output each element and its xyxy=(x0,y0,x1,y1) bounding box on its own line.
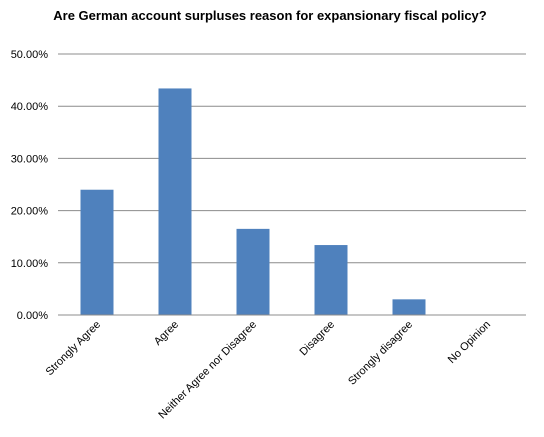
x-category-label: No Opinion xyxy=(446,319,493,366)
chart-title: Are German account surpluses reason for … xyxy=(53,8,487,23)
bar-disagree xyxy=(314,245,348,315)
x-category-label: Strongly Agree xyxy=(44,319,104,379)
y-tick-label: 40.00% xyxy=(11,101,49,113)
y-tick-label: 50.00% xyxy=(11,49,49,61)
y-tick-label: 0.00% xyxy=(17,310,48,322)
bar-strongly-disagree xyxy=(392,299,426,315)
y-tick-label: 30.00% xyxy=(11,153,49,165)
bar-agree xyxy=(158,88,192,316)
bar-neither-agree-nor-disagree xyxy=(236,228,270,315)
x-category-label: Strongly disagree xyxy=(346,319,415,388)
bars xyxy=(80,88,426,316)
y-axis-tick-labels: 0.00% 10.00% 20.00% 30.00% 40.00% 50.00% xyxy=(11,49,49,322)
x-category-label: Agree xyxy=(152,319,181,348)
bar-strongly-agree xyxy=(80,189,114,315)
y-tick-label: 20.00% xyxy=(11,206,49,218)
y-tick-label: 10.00% xyxy=(11,258,49,270)
gridlines xyxy=(58,53,526,264)
x-category-label: Disagree xyxy=(298,319,338,359)
